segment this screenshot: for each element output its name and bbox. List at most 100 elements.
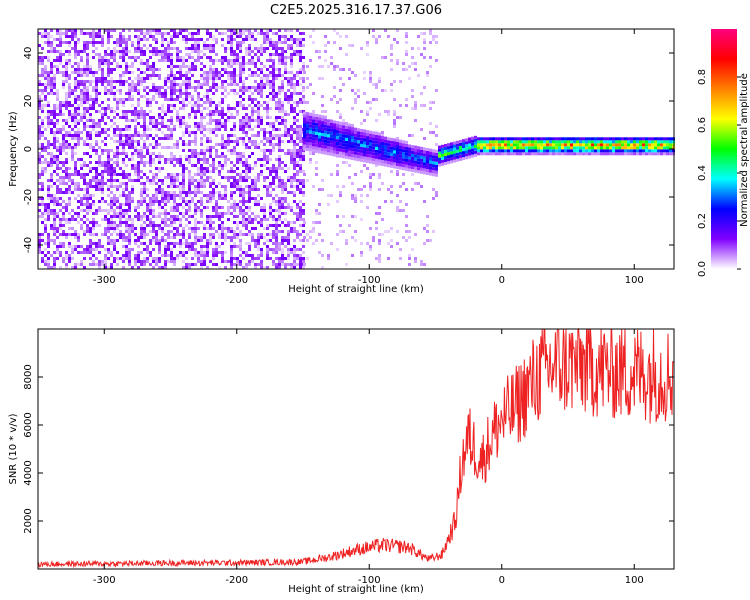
spectrogram-cell bbox=[209, 59, 212, 62]
spectrogram-cell bbox=[441, 159, 444, 163]
spectrogram-cell bbox=[155, 50, 158, 53]
spectrogram-cell bbox=[41, 170, 44, 173]
spectrogram-cell bbox=[447, 146, 450, 150]
spectrogram-cell bbox=[65, 158, 68, 161]
spectrogram-cell bbox=[315, 119, 318, 123]
spectrogram-cell bbox=[140, 200, 143, 203]
spectrogram-cell bbox=[59, 32, 62, 35]
spectrogram-cell bbox=[146, 101, 149, 104]
spectrogram-cell bbox=[269, 203, 272, 206]
spectrogram-cell bbox=[257, 200, 260, 203]
spectrogram-cell bbox=[417, 74, 420, 77]
spectrogram-cell bbox=[200, 179, 203, 182]
spectrogram-cell bbox=[116, 146, 119, 149]
spectrogram-cell bbox=[233, 170, 236, 173]
spectrogram-cell bbox=[143, 215, 146, 218]
spectrogram-cell bbox=[47, 125, 50, 128]
spectrogram-cell bbox=[281, 167, 284, 170]
spectrogram-cell bbox=[188, 83, 191, 86]
spectrogram-cell bbox=[155, 125, 158, 128]
spectrogram-cell bbox=[275, 119, 278, 122]
spectrogram-cell bbox=[351, 215, 354, 218]
spectrogram-cell bbox=[185, 257, 188, 260]
spectrogram-cell bbox=[74, 230, 77, 233]
spectrogram-cell bbox=[399, 257, 402, 260]
spectrogram-cell bbox=[146, 137, 149, 140]
spectrogram-cell bbox=[98, 125, 101, 128]
spectrogram-cell bbox=[366, 136, 369, 140]
spectrogram-cell bbox=[408, 77, 411, 80]
spectrogram-cell bbox=[173, 233, 176, 236]
spectrogram-cell bbox=[188, 245, 191, 248]
spectrogram-cell bbox=[303, 132, 306, 136]
spectrogram-cell bbox=[363, 119, 366, 122]
spectrogram-cell bbox=[149, 230, 152, 233]
spectrogram-cell bbox=[170, 53, 173, 56]
spectrogram-cell bbox=[185, 80, 188, 83]
spectrogram-cell bbox=[299, 77, 302, 80]
spectrogram-cell bbox=[50, 197, 53, 200]
spectrogram-cell bbox=[56, 212, 59, 215]
spectrogram-cell bbox=[293, 254, 296, 257]
spectrogram-cell bbox=[251, 212, 254, 215]
spectrogram-cell bbox=[143, 248, 146, 251]
spectrogram-cell bbox=[173, 80, 176, 83]
spectrogram-cell bbox=[119, 89, 122, 92]
spectrogram-cell bbox=[236, 74, 239, 77]
spectrogram-cell bbox=[330, 128, 333, 132]
spectrogram-cell bbox=[254, 266, 257, 269]
spectrogram-cell bbox=[134, 239, 137, 242]
spectrogram-cell bbox=[59, 245, 62, 248]
spectrogram-cell bbox=[104, 167, 107, 170]
spectrogram-cell bbox=[167, 212, 170, 215]
spectrogram-cell bbox=[284, 113, 287, 116]
spectrogram-cell bbox=[182, 191, 185, 194]
spectrogram-cell bbox=[393, 159, 396, 163]
spectrogram-cell bbox=[92, 212, 95, 215]
spectrogram-cell bbox=[140, 251, 143, 254]
spectrogram-cell bbox=[116, 80, 119, 83]
spectrogram-cell bbox=[137, 38, 140, 41]
spectrogram-cell bbox=[293, 119, 296, 122]
spectrogram-cell bbox=[83, 86, 86, 89]
spectrogram-cell bbox=[248, 263, 251, 266]
spectrogram-cell bbox=[170, 158, 173, 161]
spectrogram-cell bbox=[38, 215, 41, 218]
spectrogram-cell bbox=[299, 83, 302, 86]
spectrogram-cell bbox=[200, 200, 203, 203]
spectrogram-cell bbox=[206, 251, 209, 254]
spectrogram-cell bbox=[275, 176, 278, 179]
spectrogram-cell bbox=[342, 161, 345, 164]
spectrogram-cell bbox=[357, 134, 360, 138]
spectrogram-cell bbox=[128, 218, 131, 221]
spectrogram-cell bbox=[302, 266, 305, 269]
spectrogram-cell bbox=[351, 130, 354, 134]
spectrogram-cell bbox=[158, 170, 161, 173]
spectrogram-cell bbox=[296, 71, 299, 74]
spectrogram-cell bbox=[50, 224, 53, 227]
spectrogram-cell bbox=[161, 212, 164, 215]
spectrogram-cell bbox=[468, 152, 471, 156]
spectrogram-cell bbox=[248, 254, 251, 257]
spectrogram-cell bbox=[284, 245, 287, 248]
spectrogram-cell bbox=[290, 80, 293, 83]
spectrogram-cell bbox=[86, 200, 89, 203]
spectrogram-cell bbox=[128, 239, 131, 242]
spectrogram-cell bbox=[215, 122, 218, 125]
spectrogram-cell bbox=[321, 133, 324, 137]
spectrogram-cell bbox=[59, 104, 62, 107]
spectrogram-cell bbox=[194, 179, 197, 182]
spectrogram-cell bbox=[134, 110, 137, 113]
spectrogram-cell bbox=[327, 128, 330, 132]
spectrogram-cell bbox=[215, 104, 218, 107]
spectrogram-cell bbox=[357, 128, 360, 132]
spectrogram-cell bbox=[330, 143, 333, 147]
spectrogram-cell bbox=[278, 71, 281, 74]
spectrogram-cell bbox=[155, 224, 158, 227]
spectrogram-cell bbox=[224, 185, 227, 188]
spectrogram-cell bbox=[384, 163, 387, 167]
spectrogram-cell bbox=[158, 185, 161, 188]
spectrogram-cell bbox=[272, 230, 275, 233]
spectrogram-cell bbox=[122, 113, 125, 116]
spectrogram-cell bbox=[44, 74, 47, 77]
